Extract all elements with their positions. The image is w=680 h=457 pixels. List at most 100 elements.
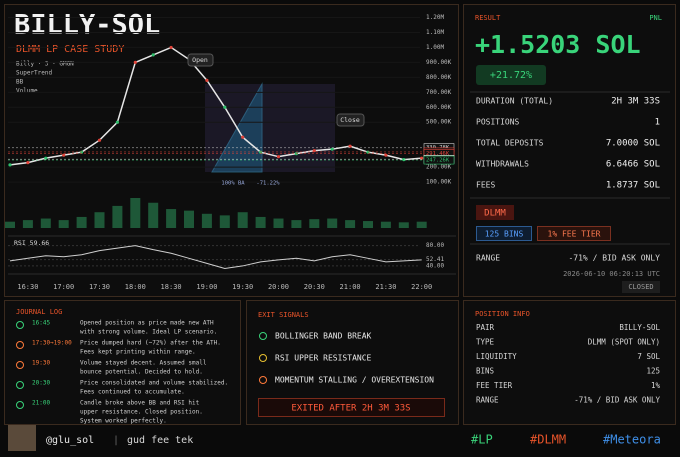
volume-bar [166,209,177,228]
rsi-line [9,245,422,269]
x-tick-label: 17:30 [89,283,110,291]
volume-bar [130,198,141,228]
exit-title: EXIT SIGNALS [258,311,309,319]
volume-bar [5,221,15,228]
legend-entry: BB [16,79,24,86]
status-badge [622,281,660,293]
position-value: 1% [651,381,661,390]
price-point [97,138,102,142]
legend-entry: Volume [16,88,38,95]
pct-badge [476,65,546,85]
y-tick-label: 700.00K [426,89,452,96]
price-point [62,153,66,157]
volume-bar [40,218,51,228]
price-point [115,120,119,124]
signal-text: MOMENTUM STALLING / OVEREXTENSION [275,376,434,385]
journal-text: System worked perfectly. [80,418,167,425]
y-tick-label: 1.10M [426,29,444,36]
position-value: 125 [646,367,660,376]
result-row-label: DURATION (TOTAL) [476,97,553,106]
journal-text: Fees kept printing within range. [80,349,196,356]
price-point [151,53,155,57]
volume-bar [148,202,159,228]
journal-time: 20:30 [32,380,50,387]
volume-bar [345,220,356,228]
volume-bar [58,220,69,228]
rsi-tick-label: 52.41 [426,256,444,263]
status: CLOSED [628,283,653,291]
separator: | [113,435,119,446]
subtitle: DLMM LP CASE STUDY [16,44,124,55]
exit-summary: EXITED AFTER 2H 3M 33S [291,404,410,414]
y-tick-label: 500.00K [426,119,452,126]
price-point [133,60,137,64]
signal-text: RSI UPPER RESISTANCE [275,354,372,363]
dlmm-badge [476,205,514,220]
result-label: RESULT [475,14,501,22]
volume-bar [327,218,338,228]
avatar [8,425,36,451]
x-tick-label: 22:00 [411,283,432,291]
volume-bar [22,220,33,228]
legend-entry: SuperTrend [16,70,53,77]
y-tick-label: 900.00K [426,59,452,66]
volume-bar [380,221,391,228]
journal-text: Fees continued to accumulate. [80,389,185,396]
journal-text: Price consolidated and volume stabilized… [80,380,228,387]
tagline: gud fee tek [127,435,193,446]
pnl-value: +1.5203 SOL [475,30,641,59]
journal-title: JOURNAL LOG [16,308,62,316]
journal-text: Candle broke above BB and RSI hit [80,400,200,407]
price-point [205,78,209,82]
position-label: PAIR [476,323,495,332]
dlmm-label: DLMM [484,209,506,219]
x-tick-label: 19:30 [232,283,253,291]
annotation-box [336,113,365,127]
timestamp: 2026-06-10 06:20:13 UTC [563,270,660,278]
y-tick-label: 1.00M [426,44,444,51]
signal-icon [259,376,267,384]
hashtag: #Meteora [603,433,661,447]
fee-badge [537,226,611,241]
price-point [223,105,227,109]
volume-bar [201,213,212,228]
signal-text: BOLLINGER BAND BREAK [275,332,372,341]
x-tick-label: 18:30 [161,283,182,291]
price-badge [423,155,455,165]
price-point [384,153,388,157]
result-row-label: WITHDRAWALS [476,160,529,169]
price-point [26,161,30,165]
x-tick-label: 21:00 [340,283,361,291]
journal-icon [16,381,24,389]
volume-bar [291,220,302,228]
x-tick-label: 21:30 [375,283,396,291]
rsi-tick-label: 80.00 [426,242,444,249]
volume-bar [76,216,87,228]
y-tick-label: 800.00K [426,74,452,81]
position-panel [463,300,676,425]
journal-time: 19:30 [32,360,50,367]
volume-bar [255,216,266,228]
position-value: BILLY-SOL [619,323,660,332]
position-label: LIQUIDITY [476,352,517,361]
journal-time: 17:30→19:00 [32,340,72,347]
rsi-tick-label: 40.00 [426,262,444,269]
x-tick-label: 16:30 [17,283,38,291]
journal-text: upper resistance. Closed position. [80,409,203,416]
fee-label: 1% FEE TIER [548,230,601,239]
rsi-label: RSI 59.66 [14,239,49,247]
volume-bar [94,212,105,228]
x-tick-label: 19:00 [196,283,217,291]
y-tick-label: 600.00K [426,104,452,111]
annotation: 100% BA [221,181,245,187]
result-row-value: 1.8737 SOL [606,181,660,191]
y-tick-label: 1.20M [426,14,444,21]
annotation: -71.22% [256,181,280,187]
journal-icon [16,341,24,349]
result-row-value: 1 [655,118,660,128]
result-row-label: FEES [476,181,495,190]
bins-badge [476,226,532,241]
volume-bar [309,219,320,228]
